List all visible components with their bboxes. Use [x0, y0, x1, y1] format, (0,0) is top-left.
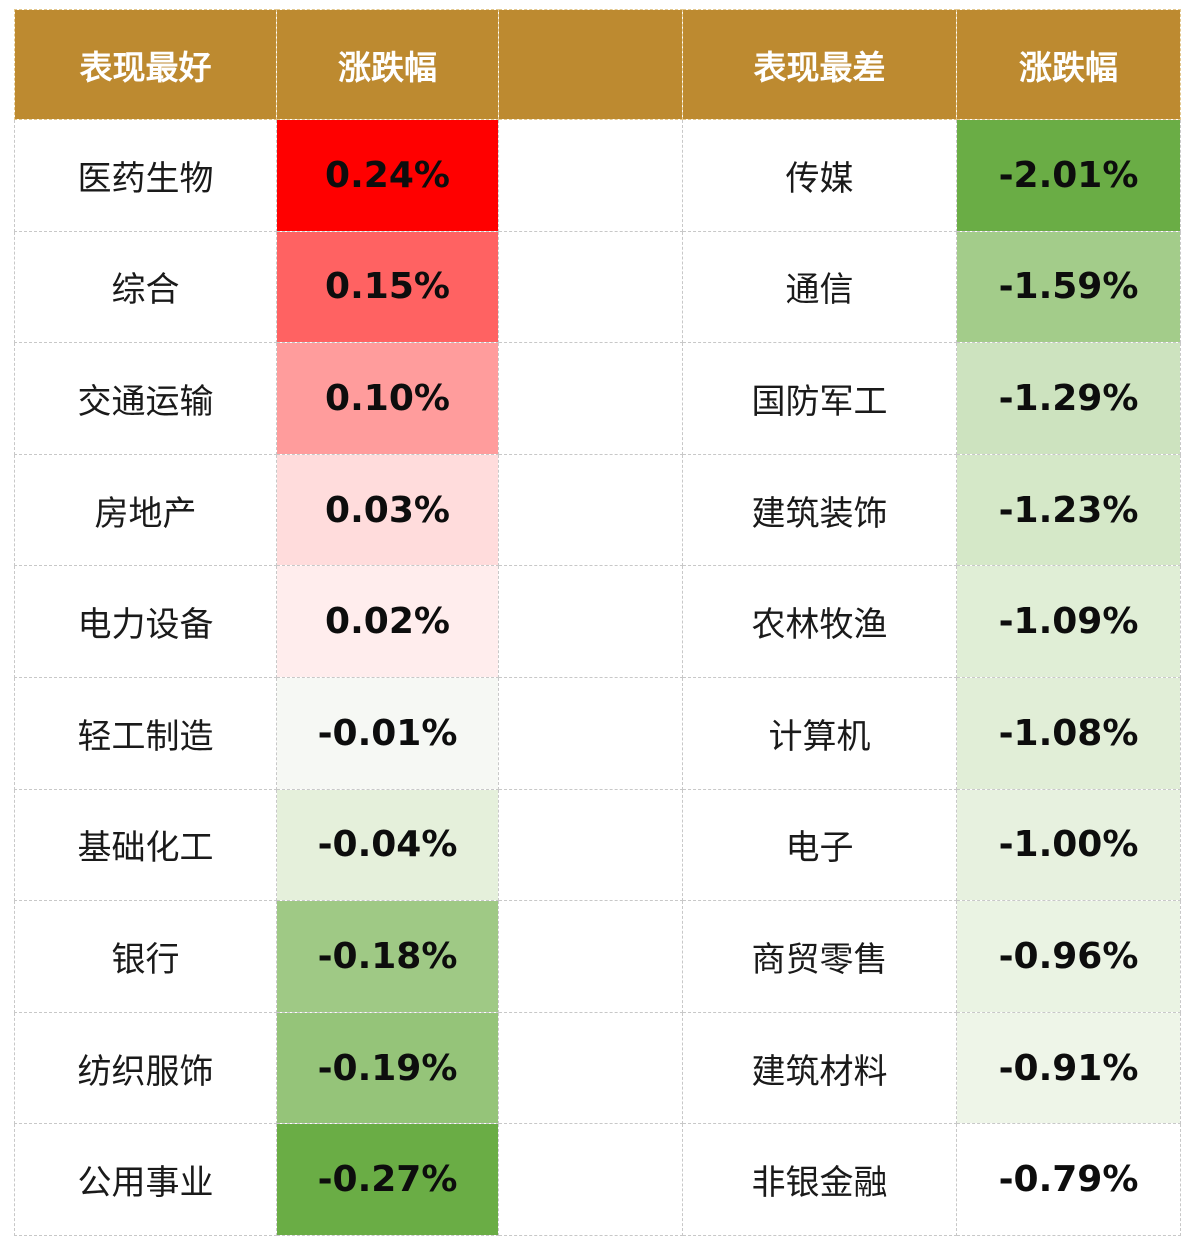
- table-row: 房地产 0.03% 建筑装饰 -1.23%: [14, 453, 1181, 567]
- best-sector-change: 0.10%: [276, 342, 499, 455]
- best-sector-name: 公用事业: [14, 1123, 277, 1236]
- best-sector-change: -0.18%: [276, 900, 499, 1013]
- worst-sector-change: -0.96%: [956, 900, 1181, 1013]
- header-worst: 表现最差: [682, 9, 957, 120]
- table-row: 银行 -0.18% 商贸零售 -0.96%: [14, 900, 1181, 1013]
- best-sector-change: 0.15%: [276, 230, 499, 344]
- best-sector-name: 医药生物: [14, 119, 277, 232]
- worst-sector-name: 非银金融: [682, 1123, 957, 1236]
- worst-sector-name: 建筑材料: [682, 1011, 957, 1125]
- worst-sector-name: 建筑装饰: [682, 453, 957, 567]
- table-row: 纺织服饰 -0.19% 建筑材料 -0.91%: [14, 1011, 1181, 1125]
- best-sector-change: 0.03%: [276, 453, 499, 567]
- worst-sector-name: 国防军工: [682, 342, 957, 455]
- worst-sector-change: -1.23%: [956, 453, 1181, 567]
- table-row: 医药生物 0.24% 传媒 -2.01%: [14, 119, 1181, 232]
- worst-sector-change: -1.08%: [956, 676, 1181, 790]
- best-sector-name: 综合: [14, 230, 277, 344]
- gap-cell: [498, 1011, 683, 1125]
- worst-sector-name: 商贸零售: [682, 900, 957, 1013]
- best-sector-name: 基础化工: [14, 788, 277, 902]
- gap-cell: [498, 676, 683, 790]
- best-sector-change: -0.04%: [276, 788, 499, 902]
- table-row: 综合 0.15% 通信 -1.59%: [14, 230, 1181, 344]
- best-sector-change: -0.27%: [276, 1123, 499, 1236]
- header-gap: [498, 9, 683, 120]
- table-body: 医药生物 0.24% 传媒 -2.01% 综合 0.15% 通信 -1.59% 交通运输 0.10…: [14, 119, 1181, 1236]
- worst-sector-name: 农林牧渔: [682, 565, 957, 678]
- best-sector-name: 交通运输: [14, 342, 277, 455]
- worst-sector-name: 计算机: [682, 676, 957, 790]
- table-row: 交通运输 0.10% 国防军工 -1.29%: [14, 342, 1181, 455]
- table-row: 轻工制造 -0.01% 计算机 -1.08%: [14, 676, 1181, 790]
- gap-cell: [498, 119, 683, 232]
- gap-cell: [498, 788, 683, 902]
- heatmap-table: 表现最好 涨跌幅 表现最差 涨跌幅 医药生物 0.24% 传媒 -2.01% 综合 0.1…: [14, 9, 1181, 1236]
- best-sector-change: 0.02%: [276, 565, 499, 678]
- gap-cell: [498, 565, 683, 678]
- best-sector-change: -0.01%: [276, 676, 499, 790]
- gap-cell: [498, 230, 683, 344]
- gap-cell: [498, 900, 683, 1013]
- table-row: 公用事业 -0.27% 非银金融 -0.79%: [14, 1123, 1181, 1236]
- table-row: 基础化工 -0.04% 电子 -1.00%: [14, 788, 1181, 902]
- header-worst-change: 涨跌幅: [956, 9, 1181, 120]
- gap-cell: [498, 453, 683, 567]
- gap-cell: [498, 1123, 683, 1236]
- gap-cell: [498, 342, 683, 455]
- worst-sector-change: -1.59%: [956, 230, 1181, 344]
- header-best: 表现最好: [14, 9, 277, 120]
- worst-sector-change: -1.00%: [956, 788, 1181, 902]
- worst-sector-change: -1.09%: [956, 565, 1181, 678]
- header-best-change: 涨跌幅: [276, 9, 499, 120]
- worst-sector-name: 电子: [682, 788, 957, 902]
- worst-sector-name: 传媒: [682, 119, 957, 232]
- best-sector-name: 银行: [14, 900, 277, 1013]
- worst-sector-name: 通信: [682, 230, 957, 344]
- sector-performance-table: 表现最好 涨跌幅 表现最差 涨跌幅 医药生物 0.24% 传媒 -2.01% 综合 0.1…: [14, 9, 1181, 1236]
- best-sector-name: 纺织服饰: [14, 1011, 277, 1125]
- worst-sector-change: -2.01%: [956, 119, 1181, 232]
- worst-sector-change: -1.29%: [956, 342, 1181, 455]
- header-row: 表现最好 涨跌幅 表现最差 涨跌幅: [14, 9, 1181, 120]
- best-sector-name: 轻工制造: [14, 676, 277, 790]
- worst-sector-change: -0.79%: [956, 1123, 1181, 1236]
- best-sector-change: -0.19%: [276, 1011, 499, 1125]
- best-sector-change: 0.24%: [276, 119, 499, 232]
- worst-sector-change: -0.91%: [956, 1011, 1181, 1125]
- best-sector-name: 电力设备: [14, 565, 277, 678]
- best-sector-name: 房地产: [14, 453, 277, 567]
- table-row: 电力设备 0.02% 农林牧渔 -1.09%: [14, 565, 1181, 678]
